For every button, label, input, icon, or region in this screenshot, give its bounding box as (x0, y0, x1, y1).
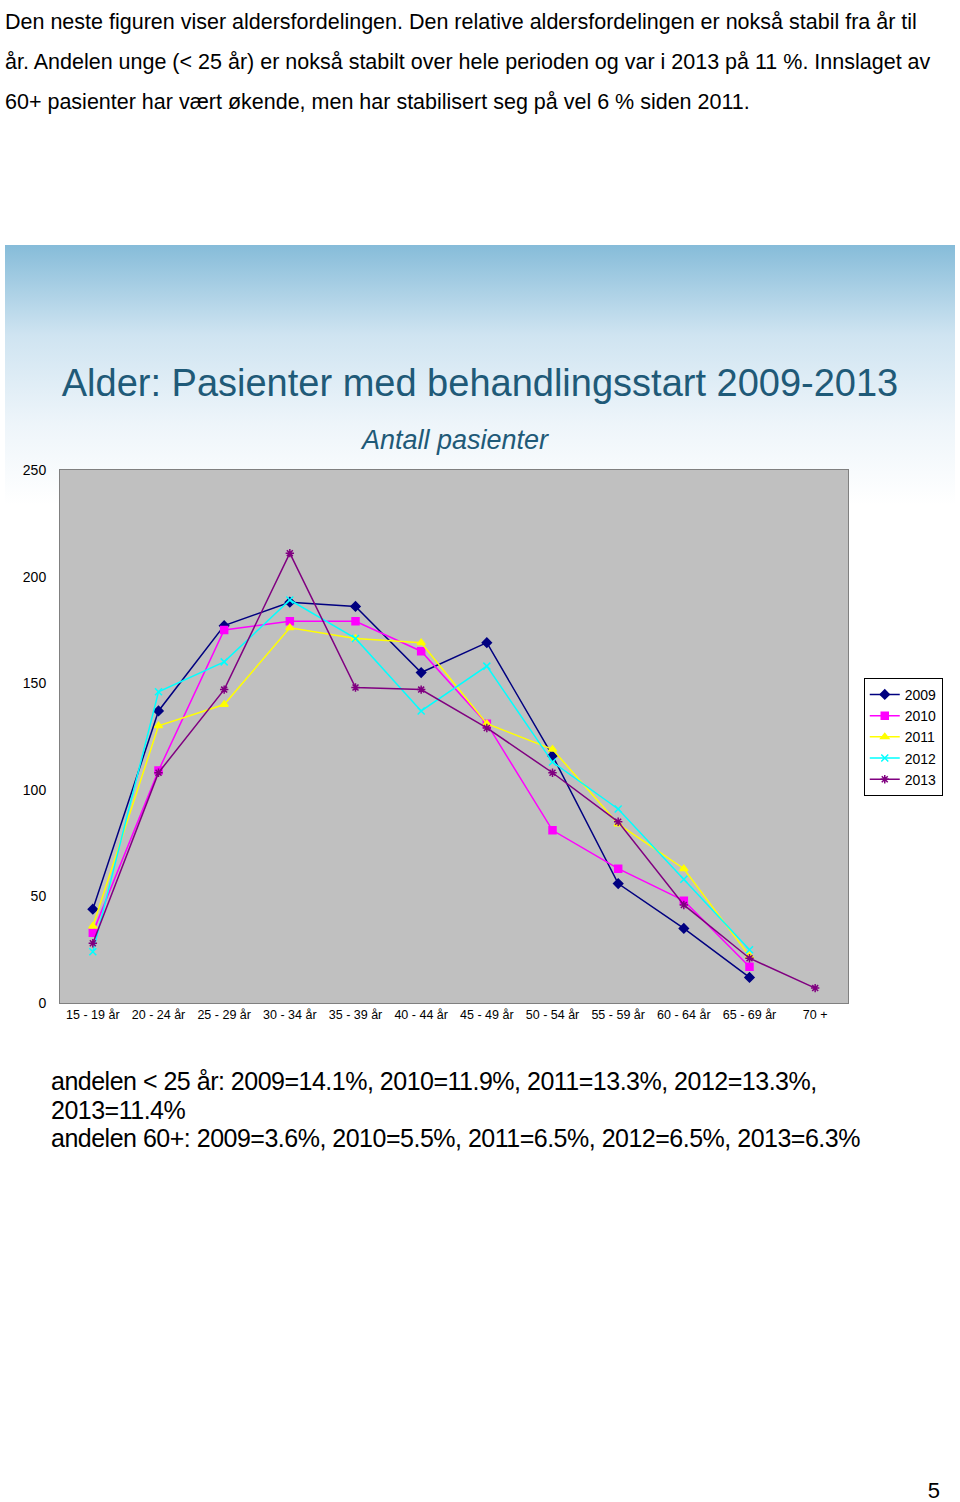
svg-text:100: 100 (23, 782, 47, 798)
svg-text:40 - 44 år: 40 - 44 år (394, 1008, 448, 1022)
svg-text:60 - 64 år: 60 - 64 år (657, 1008, 711, 1022)
svg-text:50 - 54 år: 50 - 54 år (526, 1008, 580, 1022)
html-text:andelen 60+: 2009=3.6%, 2010=5: andelen 60+: 2009=3.6%, 2010=5.5%, 2011=… (51, 1124, 860, 1152)
html-text:5: 5 (927, 1478, 940, 1502)
svg-text:45 - 49 år: 45 - 49 år (460, 1008, 514, 1022)
svg-text:15 - 19 år: 15 - 19 år (66, 1008, 120, 1022)
svg-text:Antall pasienter: Antall pasienter (360, 425, 549, 455)
svg-text:150: 150 (23, 675, 47, 691)
svg-text:200: 200 (23, 569, 47, 585)
svg-text:2010: 2010 (905, 708, 936, 724)
svg-text:2009: 2009 (905, 687, 936, 703)
svg-text:50: 50 (31, 888, 47, 904)
svg-text:65 - 69 år: 65 - 69 år (723, 1008, 777, 1022)
svg-text:55 - 59 år: 55 - 59 år (591, 1008, 645, 1022)
html-text:andelen < 25 år: 2009=14.1%, 2: andelen < 25 år: 2009=14.1%, 2010=11.9%,… (51, 1067, 817, 1124)
svg-text:2012: 2012 (905, 751, 936, 767)
svg-text:250: 250 (23, 462, 47, 478)
svg-text:2013: 2013 (905, 772, 936, 788)
svg-text:0: 0 (38, 995, 46, 1011)
svg-text:30 - 34 år: 30 - 34 år (263, 1008, 317, 1022)
html-text:Den neste figuren viser alders: Den neste figuren viser aldersfordelinge… (5, 10, 931, 114)
svg-text:2011: 2011 (905, 729, 935, 745)
svg-text:Alder: Pasienter med behandlin: Alder: Pasienter med behandlingsstart 20… (62, 362, 899, 404)
svg-text:25 - 29 år: 25 - 29 år (197, 1008, 251, 1022)
svg-text:20 - 24 år: 20 - 24 år (132, 1008, 186, 1022)
svg-text:70 +: 70 + (803, 1008, 828, 1022)
svg-text:35 - 39 år: 35 - 39 år (329, 1008, 383, 1022)
